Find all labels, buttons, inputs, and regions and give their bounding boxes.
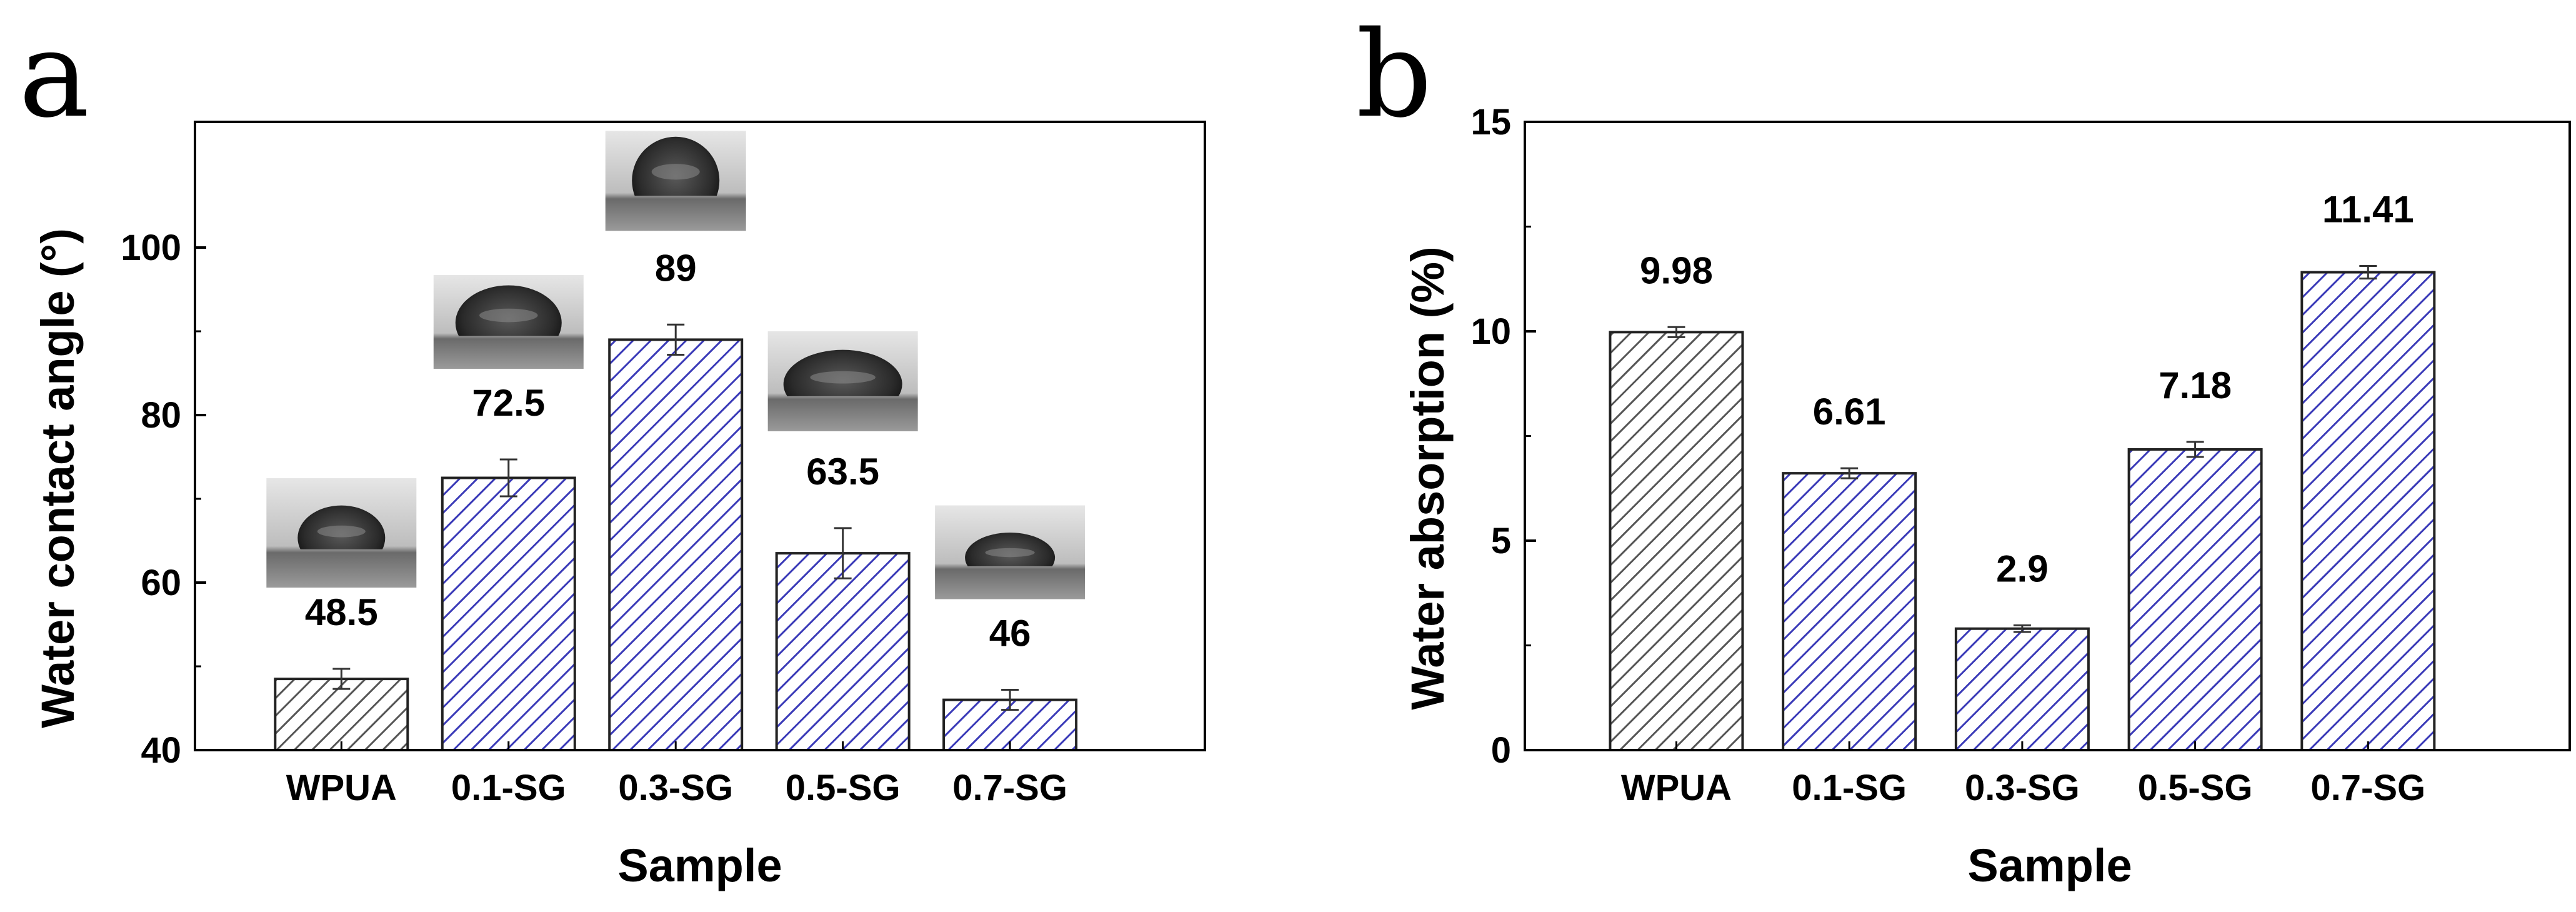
error-bar [2186,441,2204,458]
x-tick-label: WPUA [286,768,397,808]
data-label: 89 [655,247,697,289]
bar-series-b [1609,271,2436,752]
error-bars-b [1667,264,2377,633]
bar-0-3-sg [608,338,744,751]
data-labels-b: 9.98 6.61 2.9 7.18 11.41 [1640,188,2414,589]
data-label: 9.98 [1640,249,1713,291]
error-bar [332,668,351,690]
data-label: 63.5 [806,451,879,493]
x-tick-label: 0.7-SG [952,768,1067,808]
y-tick-label: 100 [121,228,181,268]
bar-0-5-sg [2127,448,2263,751]
error-bar [499,458,517,498]
water-droplet-photo [433,275,584,369]
x-tick-label: 0.7-SG [2310,768,2425,808]
y-tick-label: 15 [1470,102,1511,143]
bar-0-7-sg [2300,271,2436,751]
y-tick-label: 40 [141,730,181,771]
error-bar [667,323,685,356]
droplet-images-a [266,131,1086,599]
plot-frame [194,121,1206,751]
y-tick-label: 10 [1470,311,1511,352]
x-axis-title-a: Sample [617,839,782,891]
chart-panel-b: 9.98 6.61 2.9 7.18 11.41 0 5 10 15 WPUA 0.1-SG 0.… [1402,102,2571,891]
y-tick-label: 80 [141,395,181,436]
bar-0-5-sg [775,552,911,751]
x-axis-title-b: Sample [1967,839,2132,891]
y-ticks-b: 0 5 10 15 [1470,102,1536,771]
data-label: 11.41 [2322,188,2414,230]
y-axis-title-b: Water absorption (%) [1402,246,1454,709]
panel-letter-a: a [19,6,89,144]
y-tick-label: 60 [141,563,181,603]
error-bars-a [332,323,1019,711]
bar-0-1-sg [441,476,576,751]
droplet-highlight [810,371,876,384]
y-tick-label: 5 [1491,521,1511,561]
error-bar [834,527,852,579]
data-labels-a: 48.5 72.5 89 63.5 46 [305,247,1031,654]
y-ticks-a: 40 60 80 100 [121,228,206,771]
x-tick-label: 0.1-SG [451,768,566,808]
x-tick-label: WPUA [1621,768,1732,808]
droplet-highlight [479,308,538,323]
x-tick-label: 0.3-SG [1965,768,2080,808]
x-tick-label: 0.5-SG [786,768,901,808]
water-droplet-photo [935,505,1086,599]
x-tick-label: 0.1-SG [1792,768,1907,808]
droplet-highlight [651,164,700,180]
data-label: 72.5 [472,382,545,424]
data-label: 46 [989,613,1031,654]
water-droplet-photo [605,131,746,231]
bar-wpua [274,678,409,751]
axes-a [194,121,1206,751]
chart-panel-a: 48.5 72.5 89 63.5 46 40 60 80 100 WPUA 0.1-SG 0.3… [32,121,1206,891]
water-droplet-photo [767,331,918,431]
error-bar [1001,689,1019,711]
data-label: 48.5 [305,591,378,633]
x-ticks-a: WPUA 0.1-SG 0.3-SG 0.5-SG 0.7-SG [286,741,1067,808]
x-tick-label: 0.3-SG [618,768,733,808]
error-bar [1840,467,1859,479]
bar-0-3-sg [1954,627,2090,752]
bar-0-1-sg [1782,472,1917,751]
x-ticks-b: WPUA 0.1-SG 0.3-SG 0.5-SG 0.7-SG [1621,741,2425,808]
data-label: 6.61 [1813,391,1886,433]
x-tick-label: 0.5-SG [2138,768,2253,808]
error-bar [2013,624,2031,633]
error-bar [2359,264,2377,280]
data-label: 2.9 [1996,548,2048,589]
water-droplet-photo [266,478,417,588]
error-bar [1667,326,1685,338]
droplet-highlight [985,548,1035,558]
y-axis-title-a: Water contact angle (°) [32,228,84,728]
y-tick-label: 0 [1491,730,1511,771]
data-label: 7.18 [2159,364,2232,406]
bar-wpua [1609,331,1744,751]
panel-letter-b: b [1356,6,1432,144]
droplet-highlight [317,525,366,538]
